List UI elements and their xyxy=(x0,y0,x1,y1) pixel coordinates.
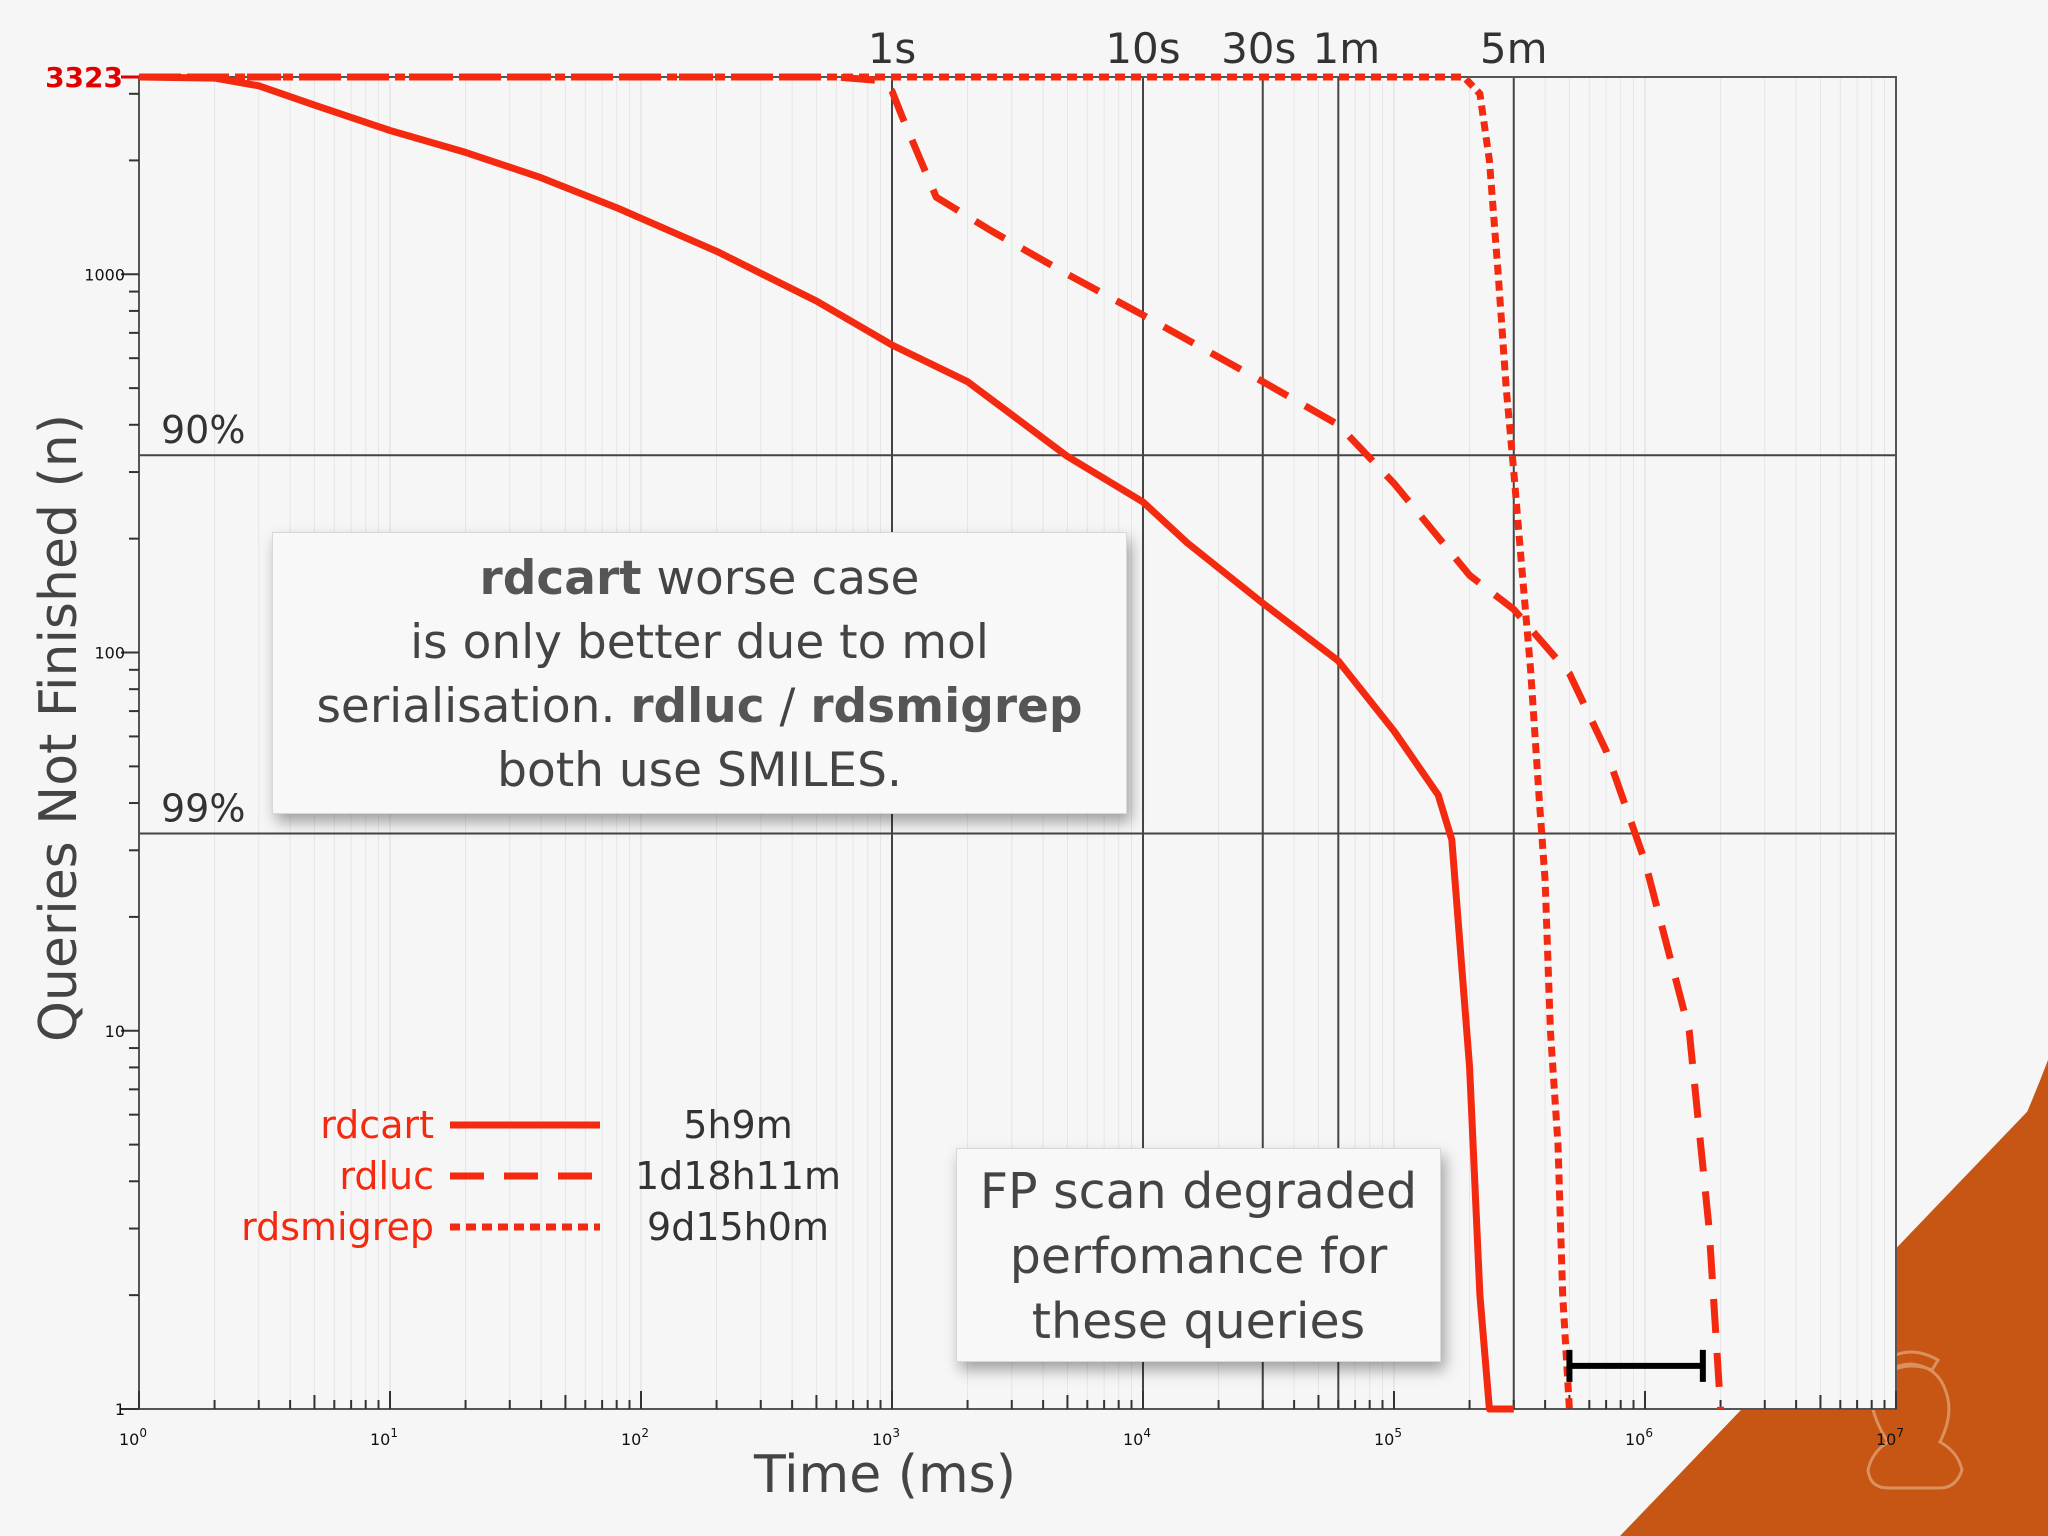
y-tick-label: 1 xyxy=(115,1400,125,1419)
percent-label-90%: 90% xyxy=(161,408,245,452)
x-tick-label: 106 xyxy=(1625,1426,1653,1449)
note1-text-3: serialisation. xyxy=(316,679,631,734)
legend-name-rdsmigrep: rdsmigrep xyxy=(241,1205,434,1249)
x-tick-label: 107 xyxy=(1876,1426,1904,1449)
note2-line-3: these queries xyxy=(1031,1293,1366,1350)
legend-name-rdcart: rdcart xyxy=(320,1103,434,1147)
note1-bold-rdsmigrep: rdsmigrep xyxy=(810,679,1083,734)
x-tick-label: 105 xyxy=(1374,1426,1402,1449)
x-tick-label: 101 xyxy=(370,1426,398,1449)
series-line-rdluc xyxy=(139,73,1725,1410)
time-marker-label-1m: 1m xyxy=(1312,24,1380,73)
x-tick-label: 104 xyxy=(1123,1426,1151,1449)
note1-line-1: rdcart worse case xyxy=(273,547,1126,611)
time-marker-label-30s: 30s xyxy=(1221,24,1296,73)
time-marker-label-1s: 1s xyxy=(868,24,917,73)
note1-bold-rdcart: rdcart xyxy=(479,551,642,606)
y-top-label: 3323 xyxy=(45,61,123,94)
legend-total-rdcart: 5h9m xyxy=(683,1103,792,1147)
x-axis-title: Time (ms) xyxy=(753,1445,1016,1505)
note1-bold-rdluc: rdluc xyxy=(630,679,765,734)
note2-line-2: perfomance for xyxy=(1009,1228,1388,1285)
y-tick-label: 1000 xyxy=(84,265,125,284)
x-tick-label: 103 xyxy=(872,1426,900,1449)
x-tick-label: 100 xyxy=(119,1426,147,1449)
series-layer xyxy=(138,73,1725,1413)
note1-line-2: is only better due to mol xyxy=(410,615,989,670)
y-axis-title: Queries Not Finished (n) xyxy=(29,414,89,1042)
x-tick-label: 102 xyxy=(621,1426,649,1449)
series-line-rdsmigrep xyxy=(139,73,1573,1410)
series-line-rdcart xyxy=(138,73,1514,1413)
plot-frame xyxy=(138,76,1897,1410)
time-marker-label-10s: 10s xyxy=(1105,24,1180,73)
note-rdcart-serialisation: rdcart worse case is only better due to … xyxy=(272,532,1127,814)
y-tick-label: 10 xyxy=(105,1022,125,1041)
note-fp-scan: FP scan degraded perfomance for these qu… xyxy=(956,1148,1441,1362)
note2-line-1: FP scan degraded xyxy=(979,1163,1418,1220)
mascot-background-fill xyxy=(1700,1080,2048,1536)
legend-name-rdluc: rdluc xyxy=(339,1154,434,1198)
y-tick-label: 100 xyxy=(94,644,125,663)
mascot-figure xyxy=(1866,1350,1964,1490)
time-marker-label-5m: 5m xyxy=(1480,24,1548,73)
legend-total-rdluc: 1d18h11m xyxy=(635,1154,841,1198)
note1-text-1: worse case xyxy=(641,551,920,606)
percent-label-99%: 99% xyxy=(161,786,245,830)
legend-layer: rdcart 5h9m rdluc 1d18h11m rdsmigrep 9d15h0m xyxy=(241,1103,841,1249)
legend-total-rdsmigrep: 9d15h0m xyxy=(647,1205,829,1249)
note1-line-3: serialisation. rdluc / rdsmigrep xyxy=(273,675,1126,739)
note1-text-4: / xyxy=(764,679,811,734)
note1-line-4: both use SMILES. xyxy=(497,743,902,798)
